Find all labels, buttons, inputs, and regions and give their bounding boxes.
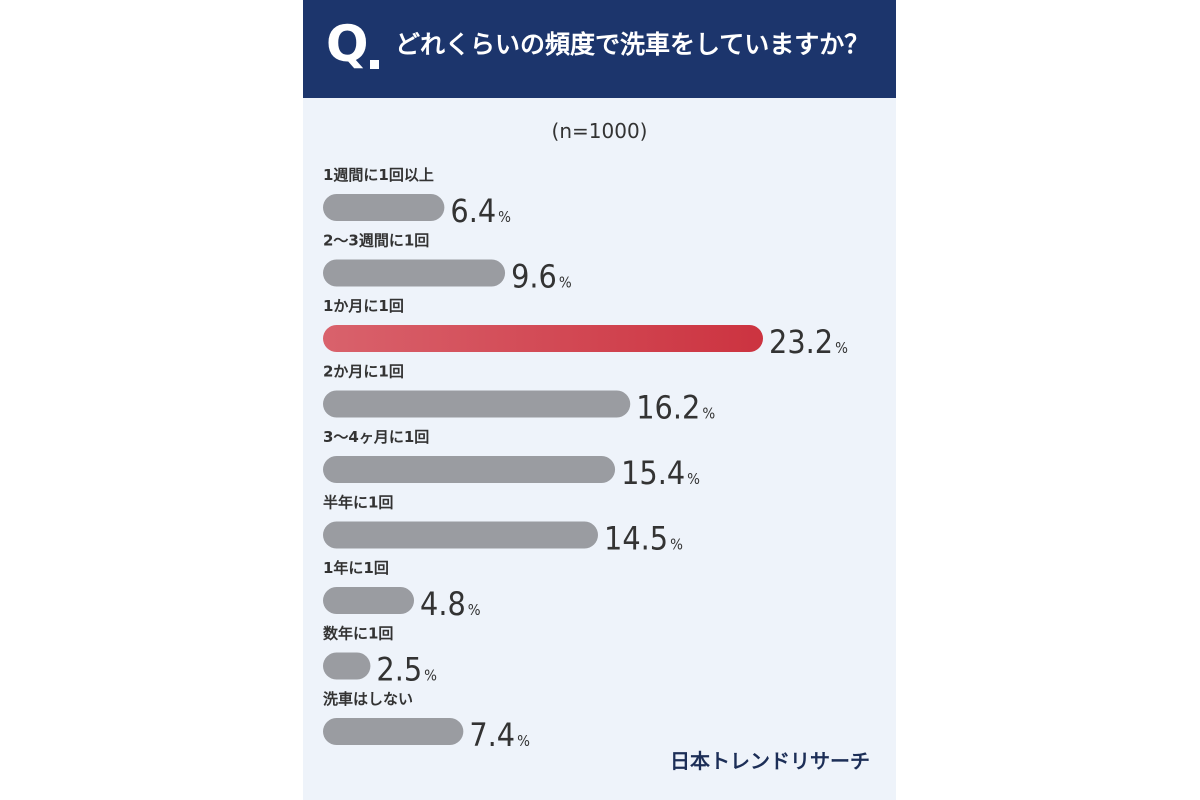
category-label: 1週間に1回以上 <box>323 166 434 184</box>
category-label: 2か月に1回 <box>323 363 404 381</box>
bar-chart: 1週間に1回以上 6.4 % 2〜3週間に1回 9.6 % 1か月に1回 23.2 % 2か月に1… <box>323 166 848 754</box>
bar <box>323 652 371 680</box>
percent-unit: % <box>687 470 700 488</box>
value-label: 6.4% <box>450 192 511 230</box>
bar <box>323 325 763 352</box>
value-label: 9.6% <box>511 258 572 296</box>
brand-logo: 日本トレンドリサーチ <box>670 749 870 773</box>
value-label: 23.2% <box>769 323 848 361</box>
q-dot <box>370 60 379 69</box>
bar <box>323 587 415 614</box>
bar <box>323 718 464 745</box>
bar <box>323 521 598 549</box>
percent-unit: % <box>424 667 437 685</box>
category-label: 2〜3週間に1回 <box>323 232 429 250</box>
category-label: 1年に1回 <box>323 559 389 577</box>
sample-size: (n=1000) <box>551 119 648 143</box>
percent-unit: % <box>498 208 511 226</box>
value-label: 4.8% <box>420 585 481 623</box>
percent-unit: % <box>702 405 715 423</box>
q-mark: Q <box>326 15 369 73</box>
percent-unit: % <box>559 274 572 292</box>
question-header: Q どれくらいの頻度で洗車をしていますか？ <box>303 0 896 98</box>
bar <box>323 259 506 287</box>
category-label: 3〜4ヶ月に1回 <box>323 428 429 446</box>
survey-card: Q どれくらいの頻度で洗車をしていますか？ (n=1000) 1週間に1回以上 6… <box>303 0 896 800</box>
bar <box>323 456 616 483</box>
category-label: 洗車はしない <box>323 690 413 708</box>
bar <box>323 390 631 418</box>
category-label: 1か月に1回 <box>323 297 404 315</box>
value-label: 7.4% <box>469 716 530 754</box>
value-label: 2.5% <box>376 651 437 689</box>
percent-unit: % <box>670 536 683 554</box>
percent-unit: % <box>835 339 848 357</box>
value-label: 15.4% <box>621 454 700 492</box>
percent-unit: % <box>468 601 481 619</box>
category-label: 数年に1回 <box>323 625 393 643</box>
bar <box>323 194 445 221</box>
category-label: 半年に1回 <box>323 494 393 512</box>
percent-unit: % <box>517 732 530 750</box>
value-label: 14.5% <box>604 520 683 558</box>
value-label: 16.2% <box>636 389 715 427</box>
question-text: どれくらいの頻度で洗車をしていますか？ <box>395 30 870 59</box>
